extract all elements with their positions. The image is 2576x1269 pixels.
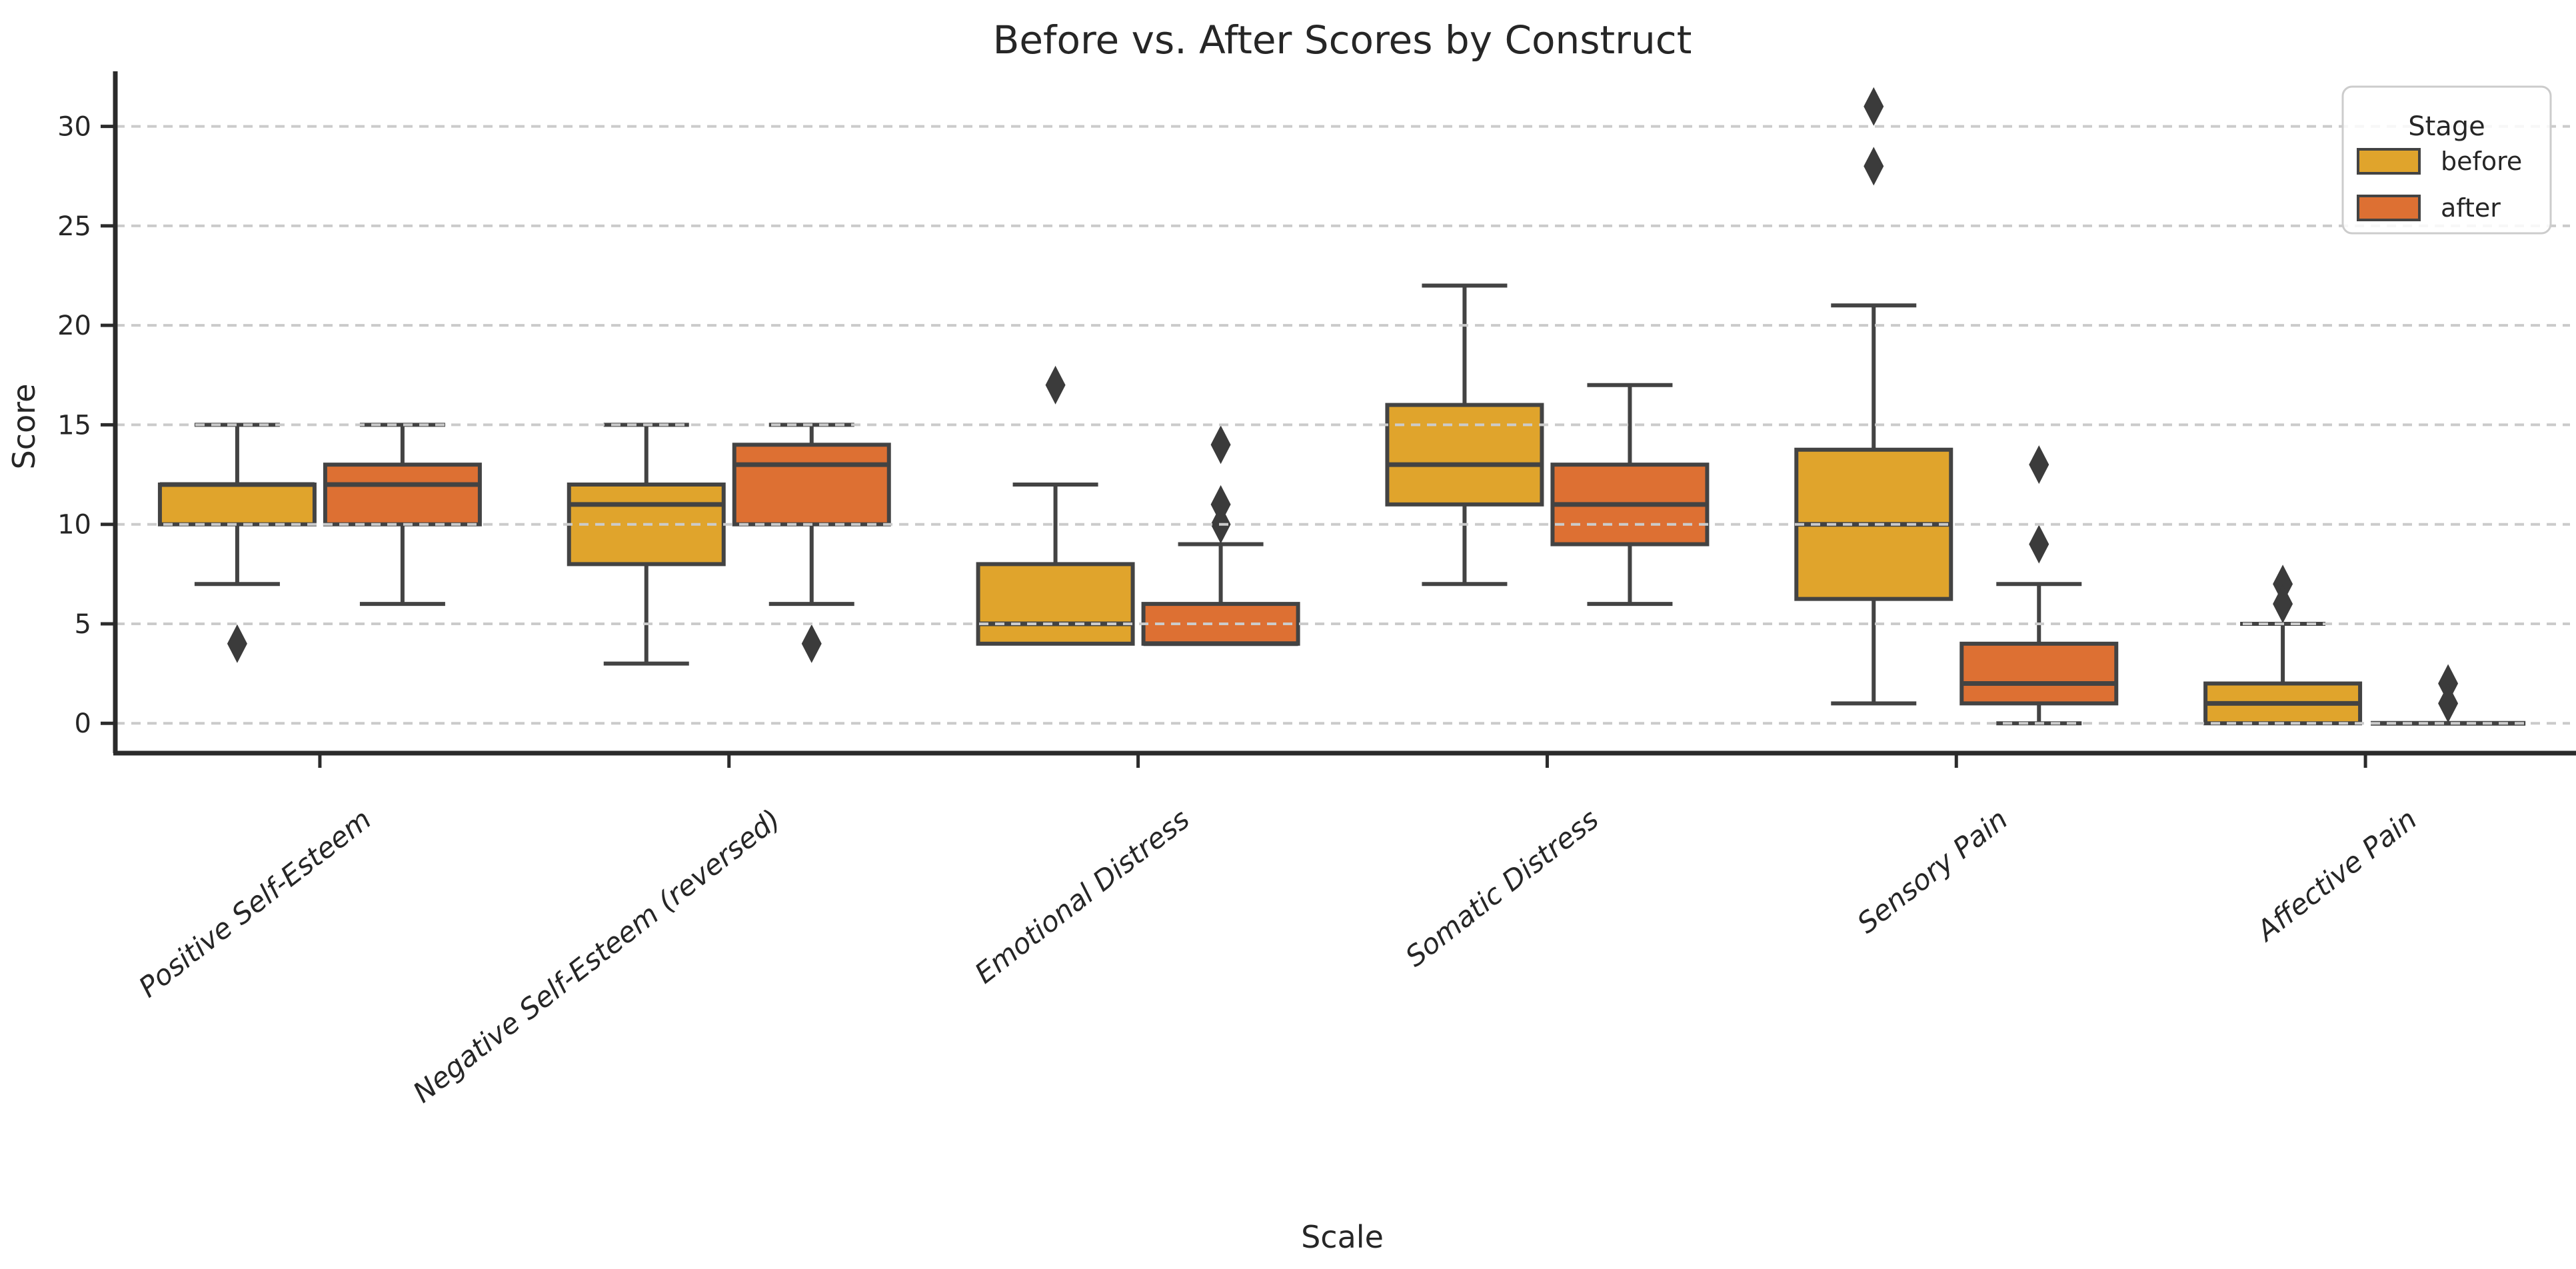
outlier-marker <box>2029 525 2049 564</box>
x-category-label: Positive Self-Esteem <box>133 802 377 1004</box>
outlier-marker <box>227 624 247 663</box>
outlier-marker <box>1210 425 1231 465</box>
y-tick-label: 25 <box>57 211 91 242</box>
y-tick-label: 30 <box>57 112 91 143</box>
outlier-marker <box>2029 445 2049 485</box>
box-group-after-1 <box>732 423 891 663</box>
outlier-marker <box>1864 147 1884 186</box>
iqr-box <box>157 482 317 527</box>
legend-label-after: after <box>2441 193 2501 223</box>
iqr-box <box>976 562 1135 646</box>
outlier-marker <box>1045 365 1066 405</box>
box-group-before-5 <box>2203 565 2363 726</box>
outlier-marker <box>2438 664 2459 703</box>
legend-title: Stage <box>2408 111 2485 142</box>
box-group-after-2 <box>1141 425 1300 646</box>
legend-label-before: before <box>2441 147 2522 176</box>
outlier-marker <box>2273 585 2293 624</box>
box-group-after-5 <box>2371 664 2526 726</box>
series-after <box>323 383 2526 726</box>
x-category-label: Emotional Distress <box>968 802 1195 990</box>
gridlines <box>115 125 2570 725</box>
outlier-marker <box>2438 684 2459 723</box>
box-group-before-4 <box>1794 87 1953 706</box>
legend-swatch-before <box>2357 148 2421 175</box>
x-category-label: Somatic Distress <box>1399 802 1604 973</box>
box-group-after-0 <box>323 423 482 607</box>
legend: Stage before after <box>2341 85 2552 235</box>
x-category-label: Negative Self-Esteem (reversed) <box>407 802 786 1109</box>
box-group-before-0 <box>157 423 317 663</box>
iqr-box <box>1385 403 1544 507</box>
chart-title: Before vs. After Scores by Construct <box>993 17 1692 63</box>
y-tick-label: 0 <box>75 708 91 739</box>
x-category-label: Sensory Pain <box>1851 802 2013 940</box>
box-group-after-4 <box>1959 445 2119 726</box>
box-group-before-3 <box>1385 283 1544 587</box>
outlier-marker <box>1864 87 1884 126</box>
y-tick-label: 5 <box>75 609 91 640</box>
plot-area: 0 5 10 15 20 25 30 Positive Self-Esteem Negative… <box>57 71 2576 1109</box>
x-category-label: Affective Pain <box>2249 802 2423 948</box>
box-group-before-2 <box>976 365 1135 646</box>
y-tick-label: 15 <box>57 410 91 441</box>
y-axis-label: Score <box>6 384 42 470</box>
y-tick-label: 10 <box>57 510 91 541</box>
box-group-before-1 <box>567 423 726 666</box>
outlier-marker <box>801 624 822 663</box>
y-tick-label: 20 <box>57 311 91 341</box>
x-axis-label: Scale <box>1301 1219 1384 1255</box>
iqr-box <box>732 443 891 527</box>
outlier-marker <box>1210 485 1231 524</box>
iqr-box <box>1959 641 2119 706</box>
iqr-box <box>323 463 482 527</box>
box-group-after-3 <box>1550 383 1710 607</box>
legend-swatch-after <box>2357 195 2421 221</box>
outlier-marker <box>2273 565 2293 604</box>
